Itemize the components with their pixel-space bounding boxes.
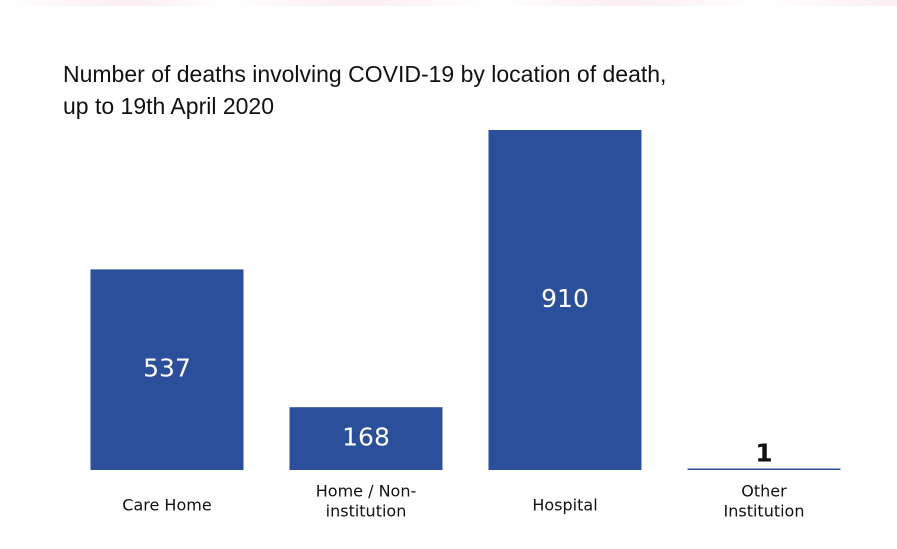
category-label-line: Institution xyxy=(724,502,805,521)
bars-layer xyxy=(90,130,841,470)
bar-1 xyxy=(289,407,443,470)
value-labels-layer: 537 168 910 1 xyxy=(143,284,773,468)
bar-value-label-1: 168 xyxy=(342,423,390,452)
category-label-0: Care Home xyxy=(122,496,211,515)
bar-0 xyxy=(90,269,244,470)
category-label-1: Home / Non-institution xyxy=(316,482,416,521)
top-decorative-strip xyxy=(0,0,897,6)
category-label-line: Home / Non- xyxy=(316,482,416,501)
chart-title: Number of deaths involving COVID-19 by l… xyxy=(63,61,667,119)
category-labels-layer: Care Home Home / Non-institution Hospital O… xyxy=(122,482,804,521)
bar-value-label-3: 1 xyxy=(755,439,772,468)
category-label-line: Care Home xyxy=(122,496,211,515)
bar-3 xyxy=(687,468,841,470)
category-label-line: institution xyxy=(326,502,407,521)
category-label-2: Hospital xyxy=(532,496,597,515)
bar-value-label-2: 910 xyxy=(541,284,589,313)
category-label-line: Hospital xyxy=(532,496,597,515)
category-label-3: Other Institution xyxy=(724,482,805,521)
category-label-line: Other xyxy=(741,482,787,501)
bar-2 xyxy=(488,130,642,470)
bar-value-label-0: 537 xyxy=(143,354,191,383)
